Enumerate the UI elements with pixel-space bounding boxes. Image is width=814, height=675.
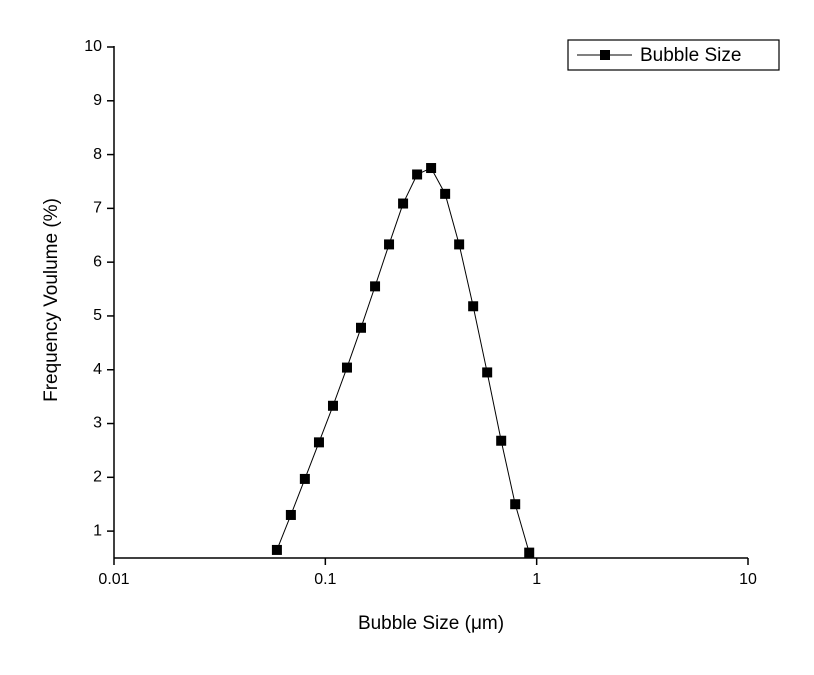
x-tick-label: 1 (532, 571, 541, 588)
data-point (341, 362, 352, 373)
data-point (412, 169, 423, 180)
x-axis-title: Bubble Size (μm) (358, 613, 504, 634)
y-tick-label: 10 (84, 38, 102, 55)
legend-marker (600, 50, 610, 60)
data-point (313, 437, 324, 448)
data-point (440, 188, 451, 199)
y-tick-label: 3 (93, 415, 102, 432)
y-tick-label: 5 (93, 307, 102, 324)
y-tick-label: 9 (93, 92, 102, 109)
x-tick-label: 0.01 (98, 571, 129, 588)
y-tick-label: 1 (93, 522, 102, 539)
x-tick-label: 10 (739, 571, 757, 588)
data-point (356, 322, 367, 333)
data-point (524, 547, 535, 558)
y-axis-title: Frequency Voulume (%) (41, 198, 62, 402)
data-point (496, 435, 507, 446)
data-point (398, 198, 409, 209)
y-tick-label: 7 (93, 200, 102, 217)
data-point (454, 239, 465, 250)
data-point (384, 239, 395, 250)
data-point (482, 367, 493, 378)
data-point (468, 301, 479, 312)
x-tick-label: 0.1 (314, 571, 336, 588)
data-point (510, 499, 521, 510)
data-point (285, 509, 296, 520)
data-point (327, 400, 338, 411)
y-tick-label: 2 (93, 469, 102, 486)
y-tick-label: 4 (93, 361, 102, 378)
data-point (370, 281, 381, 292)
legend-label: Bubble Size (640, 45, 741, 66)
data-point (299, 473, 310, 484)
y-tick-label: 8 (93, 146, 102, 163)
y-tick-label: 6 (93, 253, 102, 270)
data-point (426, 163, 437, 174)
data-point (271, 544, 282, 555)
